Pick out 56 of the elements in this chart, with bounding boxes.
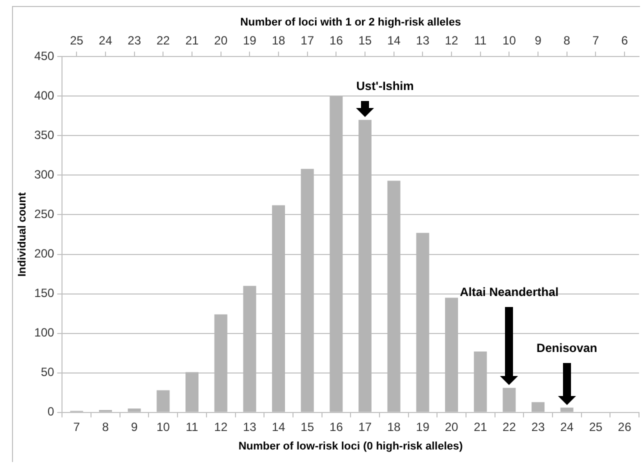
x2-axis-title: Number of loci with 1 or 2 high-risk alleles — [240, 16, 461, 29]
x-tick-label: 24 — [560, 420, 574, 434]
y-tick-label: 400 — [34, 88, 55, 102]
x2-tick-label: 15 — [358, 34, 372, 48]
x-tick-label: 21 — [474, 420, 488, 434]
x2-tick-label: 18 — [272, 34, 286, 48]
x2-tick-label: 23 — [128, 34, 142, 48]
x2-tick-label: 12 — [444, 34, 459, 48]
y-tick-label: 50 — [40, 365, 55, 380]
x-tick-label: 10 — [156, 420, 170, 434]
x-tick-label: 20 — [444, 420, 459, 434]
x-tick-label: 13 — [242, 420, 257, 434]
x-tick-label: 7 — [73, 420, 80, 434]
x-axis-title: Number of low-risk loci (0 high-risk alleles) — [238, 440, 464, 452]
annotation: Ust'-Ishim — [356, 79, 414, 94]
x2-tick-label: 14 — [387, 34, 401, 48]
x2-tick-label: 9 — [534, 34, 542, 48]
x2-tick-label: 24 — [98, 34, 112, 48]
x-tick-label: 18 — [387, 420, 401, 434]
x-tick-label: 12 — [214, 420, 228, 434]
x-tick-label: 15 — [300, 420, 314, 434]
x2-tick-label: 19 — [242, 34, 257, 48]
x-tick-label: 8 — [102, 420, 110, 434]
x-tick-label: 11 — [186, 420, 199, 434]
y-tick-label: 300 — [34, 168, 55, 182]
y-tick-label: 450 — [34, 48, 55, 63]
x-tick-label: 26 — [618, 420, 632, 434]
x2-tick-label: 16 — [330, 34, 344, 48]
x-tick-label: 9 — [130, 420, 138, 434]
y-tick-label: 0 — [48, 404, 55, 419]
x2-tick-label: 21 — [185, 34, 199, 48]
y-axis-title: Individual count — [16, 192, 29, 277]
x2-tick-label: 11 — [474, 34, 487, 48]
x2-tick-label: 7 — [592, 34, 600, 48]
x2-tick-label: 25 — [70, 34, 84, 48]
y-tick-label: 350 — [34, 128, 55, 142]
x-tick-label: 25 — [589, 420, 603, 434]
y-tick-label: 150 — [34, 286, 55, 300]
x-tick-label: 17 — [358, 420, 372, 434]
x2-tick-label: 17 — [300, 34, 314, 48]
x-tick-label: 22 — [502, 420, 516, 434]
x2-tick-label: 13 — [416, 34, 430, 48]
annotation: Altai Neanderthal — [460, 285, 559, 300]
x-tick-label: 23 — [531, 420, 546, 434]
y-tick-label: 100 — [34, 326, 55, 340]
x-tick-label: 16 — [330, 420, 344, 434]
y-tick-label: 250 — [34, 207, 55, 222]
x2-tick-label: 22 — [156, 34, 170, 48]
annotation: Denisovan — [536, 340, 598, 355]
x-tick-label: 19 — [416, 420, 430, 434]
x-tick-label: 14 — [272, 420, 286, 434]
x2-tick-label: 6 — [621, 34, 628, 48]
y-tick-label: 200 — [34, 246, 55, 261]
x2-tick-label: 8 — [564, 34, 571, 48]
x2-tick-label: 10 — [502, 34, 516, 48]
x2-tick-label: 20 — [214, 34, 228, 48]
